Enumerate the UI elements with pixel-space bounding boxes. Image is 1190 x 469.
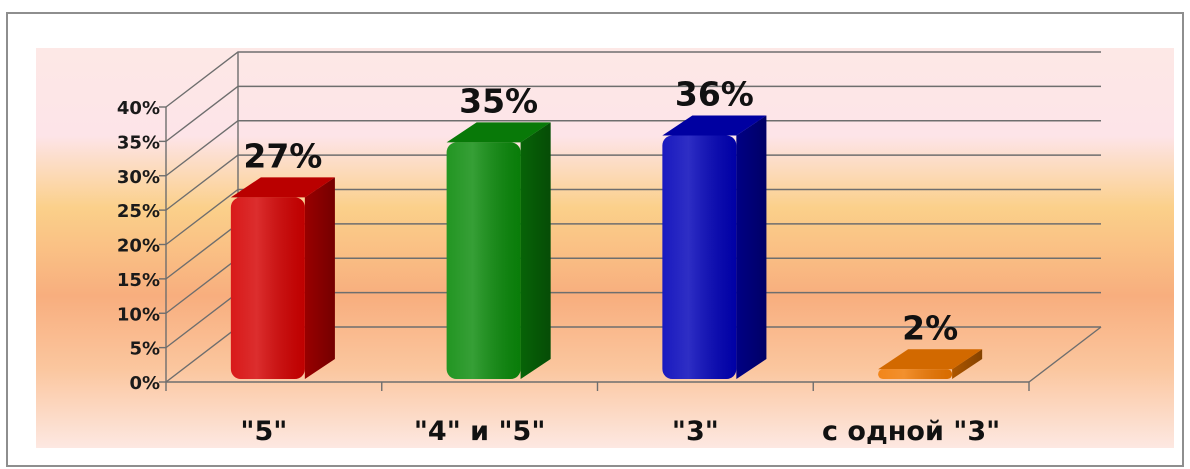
data-label: 2% [902, 308, 958, 347]
floor-edge [1028, 326, 1102, 383]
bar-top-shade [662, 115, 767, 136]
y-tick-label: 25% [117, 201, 160, 222]
bar-side-shade [736, 115, 767, 379]
bar-front-shine [446, 142, 521, 379]
bar-top [878, 349, 983, 370]
bars-layer [230, 115, 983, 379]
y-axis-tick-labels: 0% 5% 10% 15% 20% 25% 30% 35% 40% [117, 98, 160, 394]
bar-front-shine [230, 197, 305, 379]
y-tick-label: 15% [117, 270, 160, 291]
data-labels: 27% 35% 36% 2% [243, 75, 958, 348]
bar-front-shine [662, 135, 737, 379]
bar-top [230, 177, 335, 198]
y-tick-label: 0% [129, 373, 160, 394]
bar-top [446, 122, 551, 143]
category-label: "3" [672, 416, 719, 447]
y-tick-label: 35% [117, 132, 160, 153]
category-label: с одной "3" [822, 416, 1000, 447]
axis-layer [159, 106, 1030, 391]
y-tick-label: 10% [117, 304, 160, 325]
data-label: 36% [675, 75, 754, 114]
y-tick-label: 30% [117, 167, 160, 188]
bar-top-shade [230, 177, 335, 198]
x-axis-category-labels: "5" "4" и "5" "3" с одной "3" [240, 416, 1000, 447]
data-label: 27% [243, 136, 322, 175]
bar-chart: 0% 5% 10% 15% 20% 25% 30% 35% 40% 27% 35% 36% 2% "5… [36, 48, 1174, 448]
category-label: "5" [240, 416, 287, 447]
bar-side-shade [952, 349, 983, 379]
bar-front-shine [878, 369, 953, 379]
bar-top [662, 115, 767, 136]
category-label: "4" и "5" [414, 416, 546, 447]
bar-top-shade [878, 349, 983, 370]
bar-side-shade [520, 122, 551, 379]
y-tick-label: 20% [117, 236, 160, 257]
y-tick-label: 40% [117, 98, 160, 119]
chart-frame: 0% 5% 10% 15% 20% 25% 30% 35% 40% 27% 35% 36% 2% "5… [6, 12, 1184, 467]
bar-side-shade [304, 177, 335, 379]
data-label: 35% [459, 81, 538, 120]
bar [230, 177, 335, 379]
bar [662, 115, 767, 379]
bar-top-shade [446, 122, 551, 143]
bar [446, 122, 551, 379]
y-tick-label: 5% [129, 339, 160, 360]
bar [878, 349, 983, 379]
